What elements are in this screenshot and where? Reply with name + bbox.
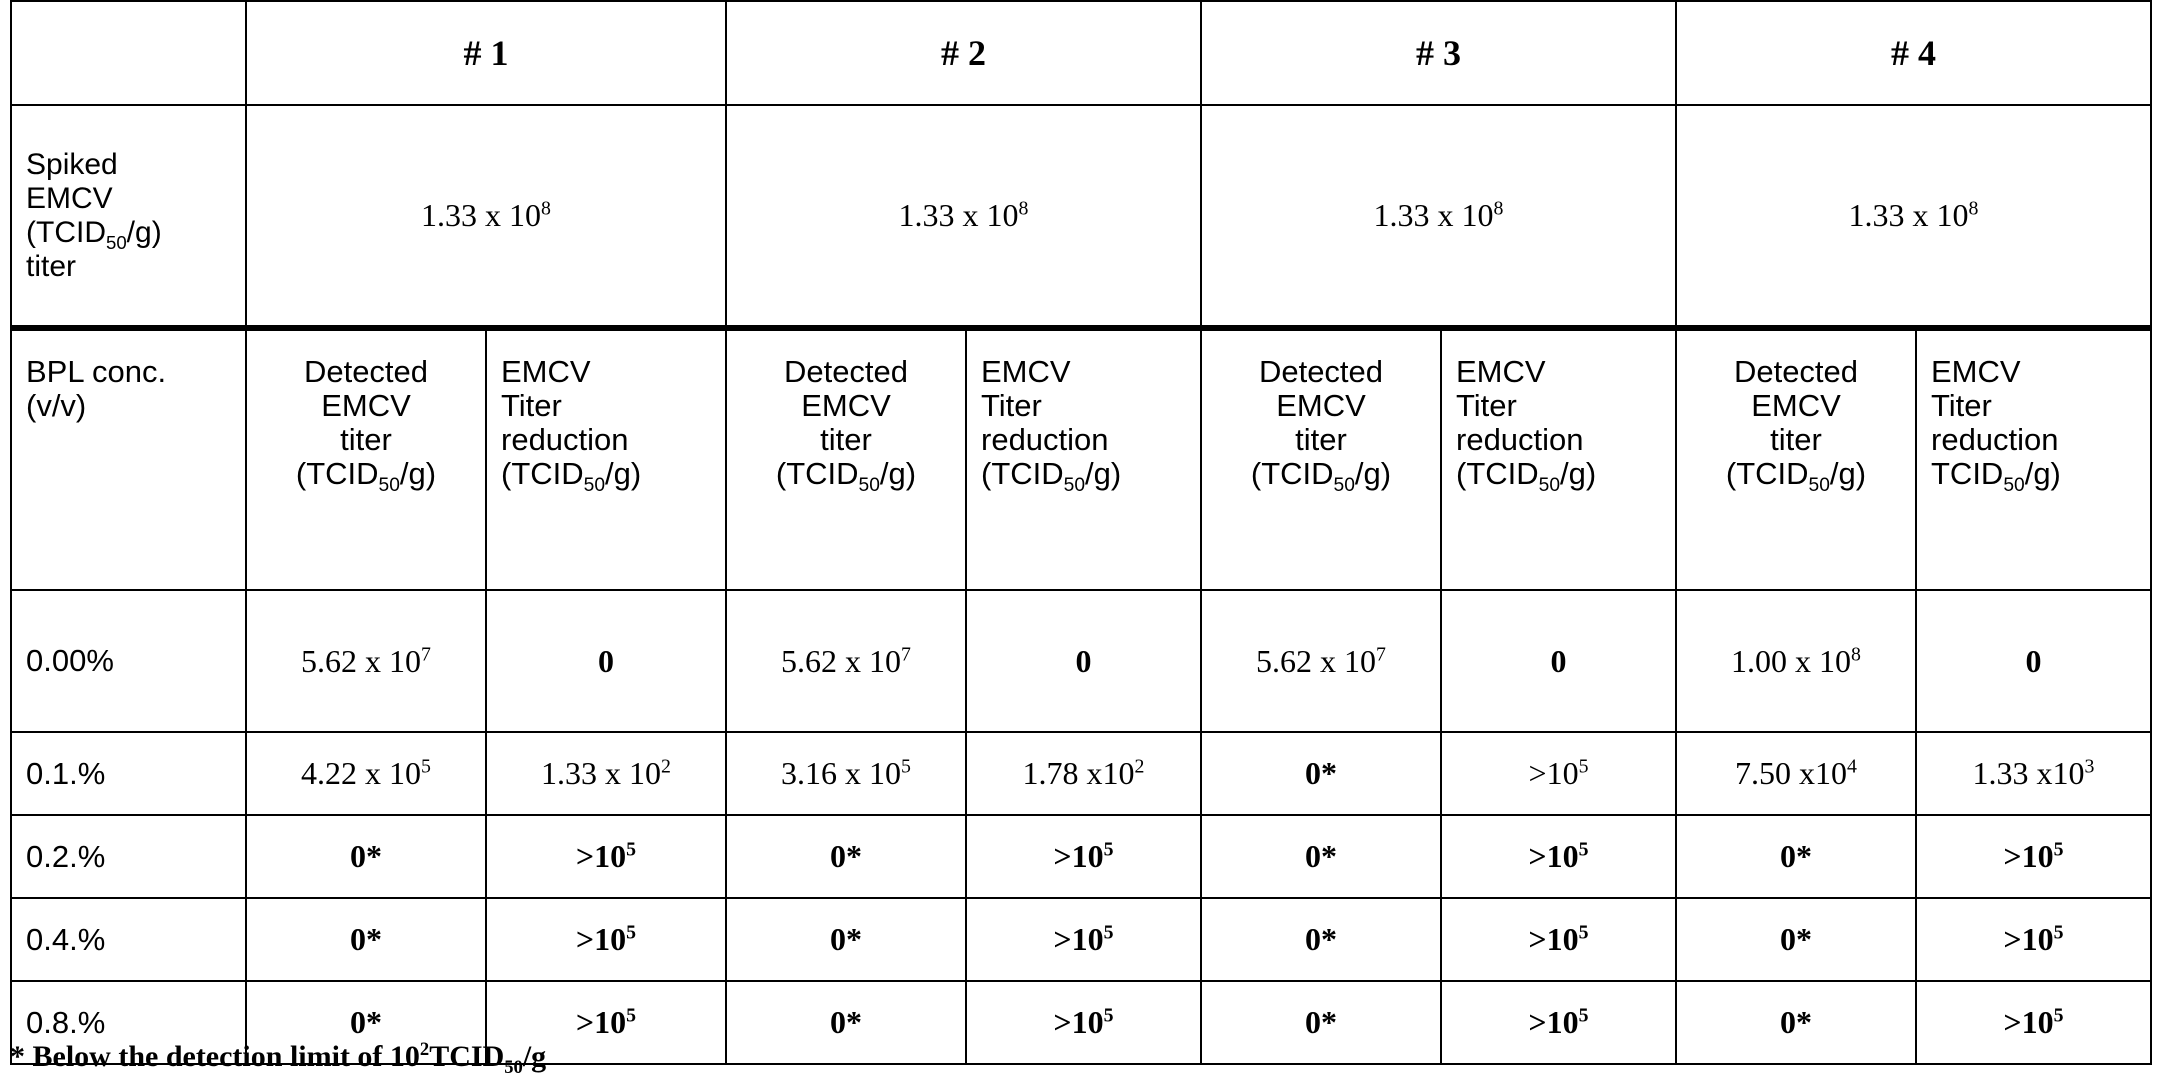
corner-cell [11,1,246,105]
detected-titer-header: DetectedEMCVtiter(TCID50/g) [1676,328,1916,590]
spiked-value: 1.33 x 108 [1676,105,2151,328]
titer-reduction-cell: >105 [486,815,726,898]
titer-reduction-cell: >105 [966,815,1201,898]
titer-reduction-cell: >105 [1916,981,2151,1064]
detected-titer-cell: 0* [1201,981,1441,1064]
detected-titer-cell: 5.62 x 107 [726,590,966,732]
titer-reduction-cell: >105 [486,898,726,981]
group-header-row: # 1 # 2 # 3 # 4 [11,1,2151,105]
detected-titer-cell: 1.00 x 108 [1676,590,1916,732]
titer-reduction-cell: >105 [1441,815,1676,898]
data-row: 0.1.% 4.22 x 105 1.33 x 102 3.16 x 105 1… [11,732,2151,815]
titer-reduction-header: EMCVTiterreduction(TCID50/g) [486,328,726,590]
data-row: 0.2.% 0* >105 0* >105 0* >105 0* >105 [11,815,2151,898]
spiked-value: 1.33 x 108 [246,105,726,328]
titer-reduction-cell: 0 [1916,590,2151,732]
detected-titer-cell: 0* [246,815,486,898]
titer-reduction-cell: >105 [1916,815,2151,898]
titer-reduction-cell: >105 [966,898,1201,981]
group-header: # 3 [1201,1,1676,105]
detected-titer-header: DetectedEMCVtiter(TCID50/g) [1201,328,1441,590]
detected-titer-header: DetectedEMCVtiter(TCID50/g) [246,328,486,590]
detected-titer-cell: 0* [1676,815,1916,898]
footnote: * Below the detection limit of 102TCID50… [10,1040,546,1074]
titer-reduction-cell: >105 [1441,732,1676,815]
titer-reduction-cell: 1.33 x 102 [486,732,726,815]
group-header: # 4 [1676,1,2151,105]
detected-titer-cell: 0* [1676,981,1916,1064]
bpl-conc-cell: 0.2.% [11,815,246,898]
detected-titer-cell: 0* [1676,898,1916,981]
bpl-conc-label: BPL conc.(v/v) [11,328,246,590]
titer-reduction-cell: 0 [486,590,726,732]
column-header-row: BPL conc.(v/v) DetectedEMCVtiter(TCID50/… [11,328,2151,590]
detected-titer-cell: 5.62 x 107 [246,590,486,732]
spiked-value: 1.33 x 108 [726,105,1201,328]
group-header: # 2 [726,1,1201,105]
spiked-label: Spiked EMCV (TCID50/g) titer [11,105,246,328]
detected-titer-cell: 0* [1201,815,1441,898]
detected-titer-cell: 0* [726,898,966,981]
detected-titer-header: DetectedEMCVtiter(TCID50/g) [726,328,966,590]
titer-reduction-cell: >105 [1916,898,2151,981]
detected-titer-cell: 0* [726,981,966,1064]
detected-titer-cell: 0* [726,815,966,898]
detected-titer-cell: 0* [1201,732,1441,815]
detected-titer-cell: 0* [246,898,486,981]
bpl-conc-cell: 0.00% [11,590,246,732]
data-row: 0.00% 5.62 x 107 0 5.62 x 107 0 5.62 x 1… [11,590,2151,732]
detected-titer-cell: 3.16 x 105 [726,732,966,815]
emcv-titer-table: # 1 # 2 # 3 # 4 Spiked EMCV (TCID50/g) t… [10,0,2152,1065]
detected-titer-cell: 7.50 x104 [1676,732,1916,815]
data-row: 0.4.% 0* >105 0* >105 0* >105 0* >105 [11,898,2151,981]
titer-reduction-header: EMCVTiterreductionTCID50/g) [1916,328,2151,590]
titer-reduction-cell: 0 [966,590,1201,732]
titer-reduction-cell: >105 [966,981,1201,1064]
titer-reduction-cell: 0 [1441,590,1676,732]
bpl-conc-cell: 0.1.% [11,732,246,815]
spiked-titer-row: Spiked EMCV (TCID50/g) titer 1.33 x 108 … [11,105,2151,328]
detected-titer-cell: 5.62 x 107 [1201,590,1441,732]
detected-titer-cell: 0* [1201,898,1441,981]
titer-reduction-cell: 1.78 x102 [966,732,1201,815]
detected-titer-cell: 4.22 x 105 [246,732,486,815]
titer-reduction-cell: >105 [1441,898,1676,981]
titer-reduction-header: EMCVTiterreduction(TCID50/g) [1441,328,1676,590]
titer-reduction-cell: >105 [1441,981,1676,1064]
bpl-conc-cell: 0.4.% [11,898,246,981]
spiked-value: 1.33 x 108 [1201,105,1676,328]
titer-reduction-header: EMCVTiterreduction(TCID50/g) [966,328,1201,590]
group-header: # 1 [246,1,726,105]
titer-reduction-cell: 1.33 x103 [1916,732,2151,815]
